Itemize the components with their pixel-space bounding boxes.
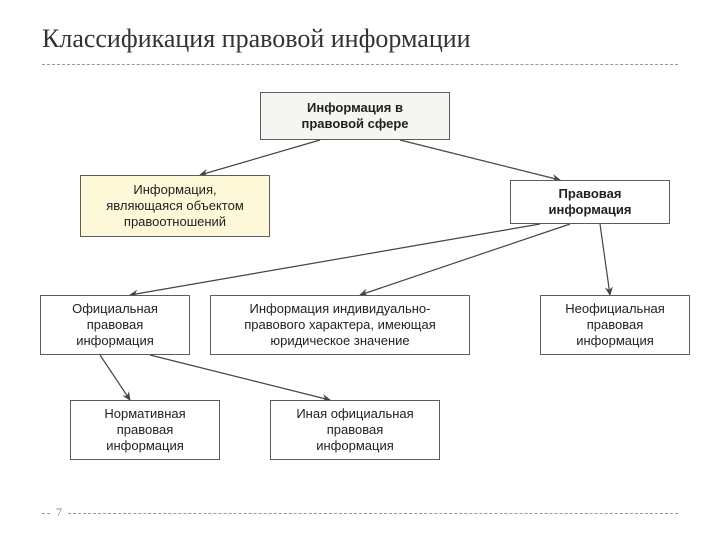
edge-root-left1: [200, 140, 320, 175]
node-b1: Официальнаяправоваяинформация: [40, 295, 190, 355]
page-title: Классификация правовой информации: [42, 24, 471, 54]
node-b1-label: Официальнаяправоваяинформация: [72, 301, 158, 350]
node-c2-label: Иная официальнаяправоваяинформация: [296, 406, 413, 455]
page-num-dash-right: [68, 513, 678, 514]
page-num-dash-left: [42, 513, 50, 514]
node-root: Информация вправовой сфере: [260, 92, 450, 140]
node-b3: Неофициальнаяправоваяинформация: [540, 295, 690, 355]
node-left1: Информация,являющаяся объектомправоотнош…: [80, 175, 270, 237]
node-right1: Правоваяинформация: [510, 180, 670, 224]
node-left1-label: Информация,являющаяся объектомправоотнош…: [106, 182, 244, 231]
node-right1-label: Правоваяинформация: [548, 186, 631, 219]
title-divider: [42, 64, 678, 65]
node-c2: Иная официальнаяправоваяинформация: [270, 400, 440, 460]
edge-b1-c2: [150, 355, 330, 400]
page-number: 7: [56, 505, 62, 520]
node-b3-label: Неофициальнаяправоваяинформация: [565, 301, 665, 350]
node-c1-label: Нормативнаяправоваяинформация: [104, 406, 185, 455]
node-root-label: Информация вправовой сфере: [302, 100, 409, 133]
node-b2-label: Информация индивидуально-правового харак…: [244, 301, 436, 350]
edge-b1-c1: [100, 355, 130, 400]
node-c1: Нормативнаяправоваяинформация: [70, 400, 220, 460]
edge-right1-b3: [600, 224, 610, 295]
node-b2: Информация индивидуально-правового харак…: [210, 295, 470, 355]
edge-right1-b2: [360, 224, 570, 295]
edge-root-right1: [400, 140, 560, 180]
